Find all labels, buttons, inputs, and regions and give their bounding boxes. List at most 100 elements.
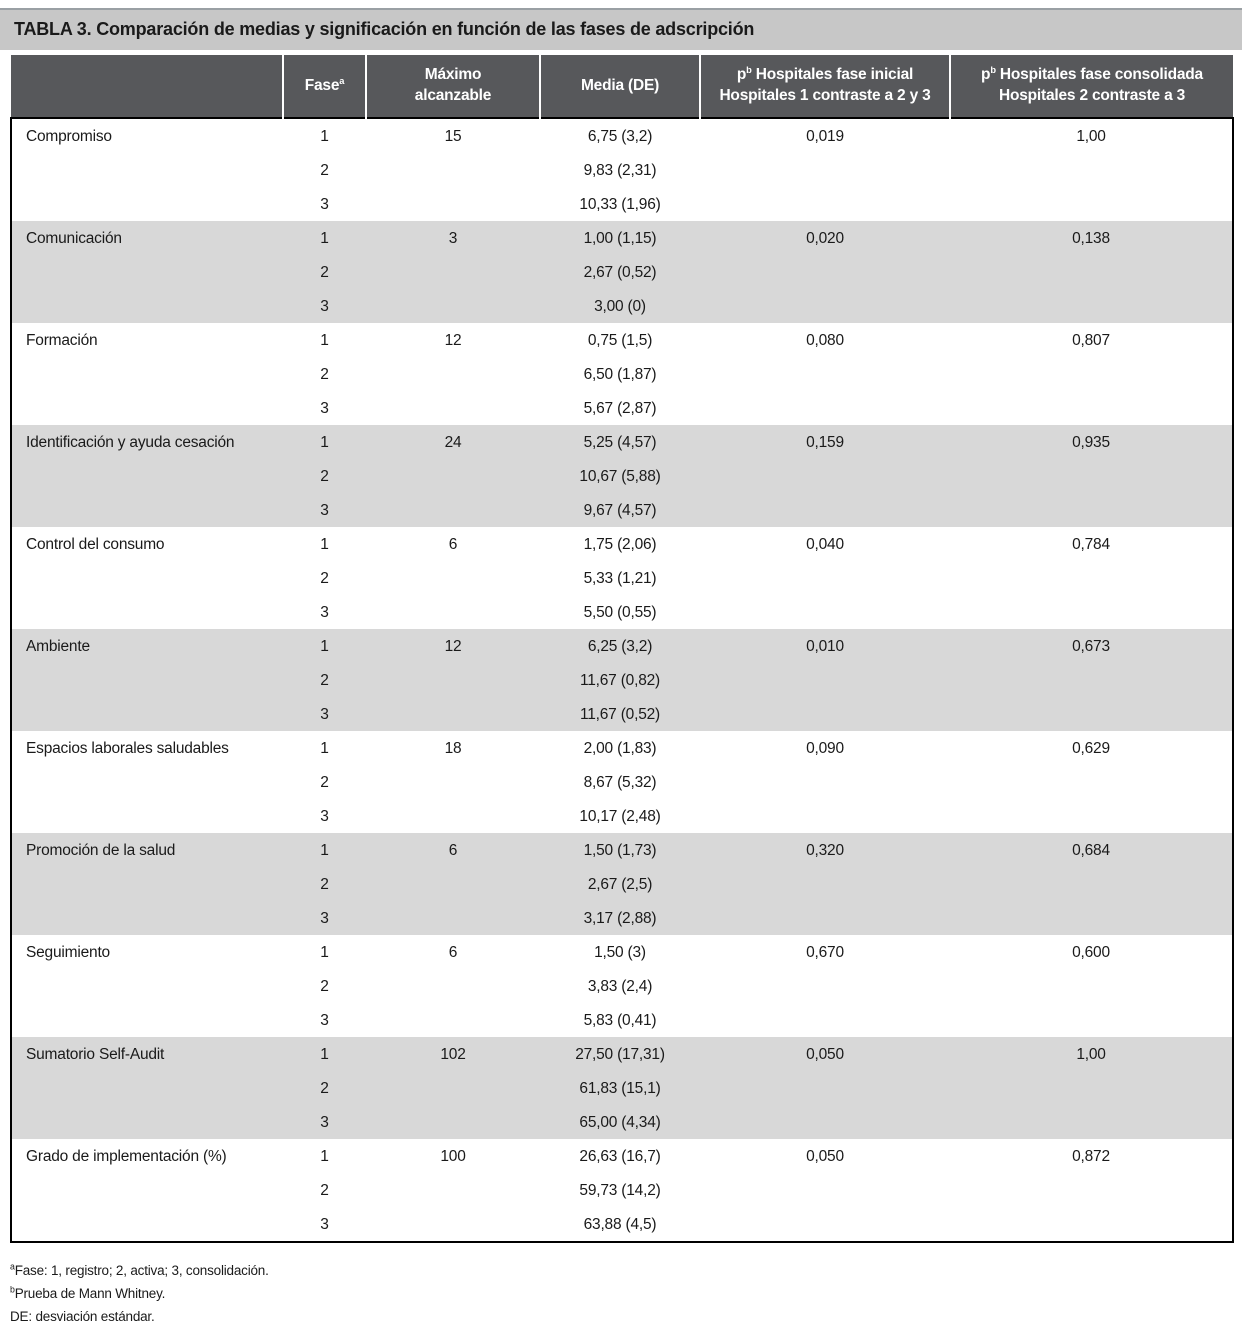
maximo-value: 6 — [366, 527, 540, 629]
fase-value: 1 — [283, 629, 366, 663]
fase-value: 2 — [283, 765, 366, 799]
header-media-label: Media (DE) — [580, 76, 660, 94]
fase-value: 3 — [283, 1207, 366, 1242]
fase-value: 2 — [283, 867, 366, 901]
row-label: Compromiso — [11, 118, 283, 221]
table-row: 3 10,17 (2,48) — [11, 799, 1233, 833]
header-p-inicial-line2: Hospitales 1 contraste a 2 y 3 — [719, 87, 931, 104]
maximo-value: 3 — [366, 221, 540, 323]
fase-value: 2 — [283, 357, 366, 391]
table-row: 3 65,00 (4,34) — [11, 1105, 1233, 1139]
footnote-fase-text: Fase: 1, registro; 2, activa; 3, consoli… — [14, 1263, 269, 1278]
footnote-fase-superscript: a — [10, 1261, 15, 1272]
fase-value: 1 — [283, 1139, 366, 1173]
media-value: 6,50 (1,87) — [540, 357, 700, 391]
media-value: 65,00 (4,34) — [540, 1105, 700, 1139]
media-value: 1,50 (3) — [540, 935, 700, 969]
p-inicial-value: 0,040 — [700, 527, 950, 629]
row-label: Sumatorio Self-Audit — [11, 1037, 283, 1139]
header-p-inicial-prefix: p — [736, 66, 747, 84]
media-value: 2,00 (1,83) — [540, 731, 700, 765]
media-value: 6,25 (3,2) — [540, 629, 700, 663]
media-value: 5,50 (0,55) — [540, 595, 700, 629]
media-value: 10,67 (5,88) — [540, 459, 700, 493]
p-consolidada-value: 0,600 — [950, 935, 1233, 1037]
header-maximo-line1: Máximo — [424, 66, 482, 84]
media-value: 8,67 (5,32) — [540, 765, 700, 799]
maximo-value: 24 — [366, 425, 540, 527]
fase-value: 2 — [283, 459, 366, 493]
row-label: Espacios laborales saludables — [11, 731, 283, 833]
table-row: Ambiente 1 12 6,25 (3,2) 0,010 0,673 — [11, 629, 1233, 731]
fase-value: 1 — [283, 731, 366, 765]
table-row: 3 5,67 (2,87) — [11, 391, 1233, 425]
table-row: 3 63,88 (4,5) — [11, 1207, 1233, 1242]
table-row: 2 11,67 (0,82) — [11, 663, 1233, 697]
p-consolidada-value: 1,00 — [950, 118, 1233, 221]
header-row: Fasea Máximo alcanzable Media (DE) pb Hos… — [11, 55, 1233, 118]
p-inicial-value: 0,010 — [700, 629, 950, 731]
table-row: 2 2,67 (0,52) — [11, 255, 1233, 289]
footnote-prueba-text: Prueba de Mann Whitney. — [14, 1286, 166, 1301]
row-label: Grado de implementación (%) — [11, 1139, 283, 1242]
header-p-consolidada-superscript: b — [990, 64, 996, 75]
table-row: 3 10,33 (1,96) — [11, 187, 1233, 221]
footnote-de-text: DE: desviación estándar. — [10, 1309, 155, 1324]
maximo-value: 18 — [366, 731, 540, 833]
fase-value: 3 — [283, 187, 366, 221]
table-row: 2 2,67 (2,5) — [11, 867, 1233, 901]
media-value: 11,67 (0,52) — [540, 697, 700, 731]
row-label: Seguimiento — [11, 935, 283, 1037]
media-value: 59,73 (14,2) — [540, 1173, 700, 1207]
fase-value: 2 — [283, 1071, 366, 1105]
header-p-consolidada-prefix: p — [981, 66, 991, 84]
maximo-value: 102 — [366, 1037, 540, 1139]
media-value: 27,50 (17,31) — [540, 1037, 700, 1071]
media-value: 9,83 (2,31) — [540, 153, 700, 187]
table-row: 2 9,83 (2,31) — [11, 153, 1233, 187]
fase-value: 3 — [283, 799, 366, 833]
p-consolidada-value: 0,629 — [950, 731, 1233, 833]
table-row: Compromiso 1 15 6,75 (3,2) 0,019 1,00 — [11, 118, 1233, 221]
table-row: 2 6,50 (1,87) — [11, 357, 1233, 391]
media-value: 10,33 (1,96) — [540, 187, 700, 221]
media-value: 6,75 (3,2) — [540, 118, 700, 153]
document-page: TABLA 3. Comparación de medias y signifi… — [0, 8, 1242, 1341]
fase-value: 3 — [283, 289, 366, 323]
header-p-consolidada-line2: Hospitales 2 contraste a 3 — [998, 87, 1186, 104]
fase-value: 2 — [283, 153, 366, 187]
fase-value: 1 — [283, 221, 366, 255]
header-fase-superscript: a — [339, 75, 345, 86]
table-row: Espacios laborales saludables 1 18 2,00 (1,… — [11, 731, 1233, 833]
p-inicial-value: 0,050 — [700, 1139, 950, 1242]
footnote-fase: aFase: 1, registro; 2, activa; 3, consol… — [10, 1259, 1232, 1282]
footnotes: aFase: 1, registro; 2, activa; 3, consol… — [10, 1259, 1232, 1328]
table-row: 2 8,67 (5,32) — [11, 765, 1233, 799]
table-row: Control del consumo 1 6 1,75 (2,06) 0,040 0,7… — [11, 527, 1233, 629]
fase-value: 3 — [283, 493, 366, 527]
media-value: 5,67 (2,87) — [540, 391, 700, 425]
p-inicial-value: 0,090 — [700, 731, 950, 833]
media-value: 2,67 (2,5) — [540, 867, 700, 901]
fase-value: 3 — [283, 391, 366, 425]
comparison-table: Fasea Máximo alcanzable Media (DE) pb Hos… — [10, 55, 1234, 1243]
fase-value: 1 — [283, 323, 366, 357]
fase-value: 2 — [283, 255, 366, 289]
p-consolidada-value: 0,684 — [950, 833, 1233, 935]
table-row: 2 61,83 (15,1) — [11, 1071, 1233, 1105]
fase-value: 2 — [283, 1173, 366, 1207]
fase-value: 1 — [283, 425, 366, 459]
p-consolidada-value: 1,00 — [950, 1037, 1233, 1139]
media-value: 3,00 (0) — [540, 289, 700, 323]
fase-value: 1 — [283, 935, 366, 969]
table-row: 3 3,00 (0) — [11, 289, 1233, 323]
p-inicial-value: 0,020 — [700, 221, 950, 323]
header-fase-label: Fase — [304, 76, 340, 94]
media-value: 10,17 (2,48) — [540, 799, 700, 833]
media-value: 61,83 (15,1) — [540, 1071, 700, 1105]
table-row: 2 10,67 (5,88) — [11, 459, 1233, 493]
maximo-value: 12 — [366, 629, 540, 731]
p-consolidada-value: 0,138 — [950, 221, 1233, 323]
p-consolidada-value: 0,784 — [950, 527, 1233, 629]
header-cell-p-consolidada: pb Hospitales fase consolidada Hospitales… — [949, 55, 1233, 118]
